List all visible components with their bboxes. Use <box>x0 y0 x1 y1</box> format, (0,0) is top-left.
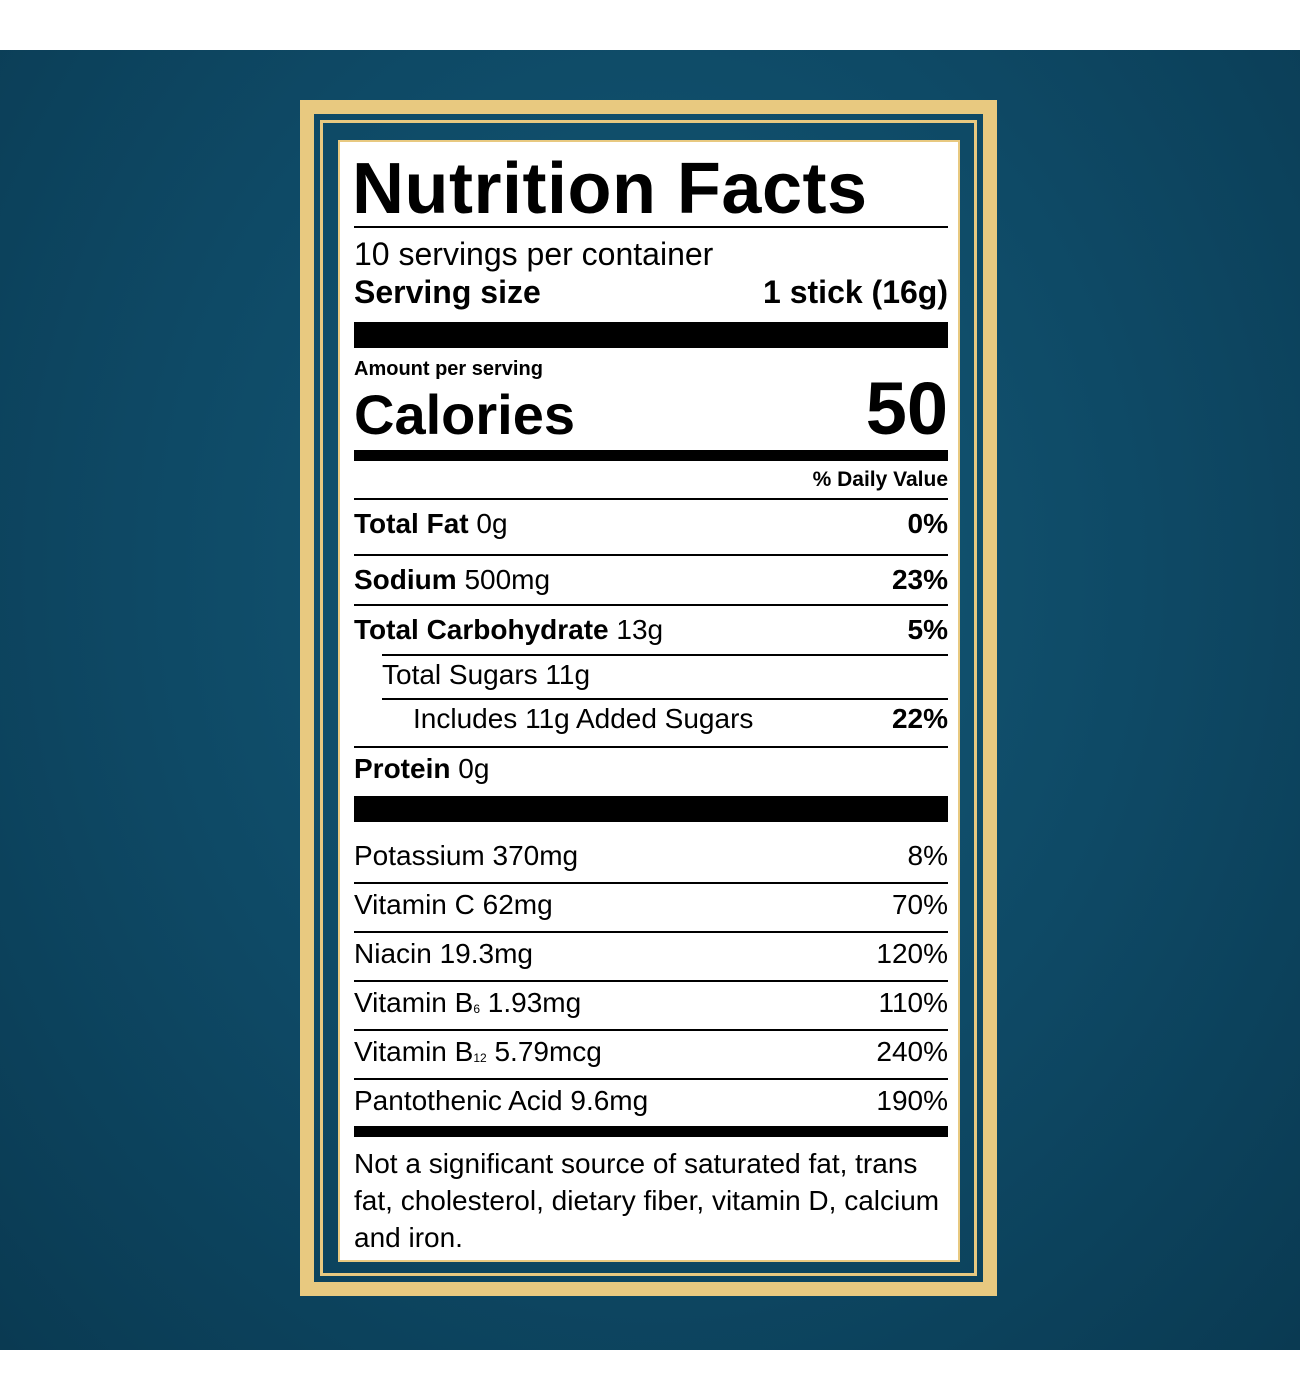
rule <box>354 1078 948 1080</box>
calories-value: 50 <box>865 367 948 450</box>
nutrient-name: Protein <box>354 753 451 784</box>
medium-bar <box>354 450 948 461</box>
vitamin-row: Vitamin C 62mg 70% <box>354 889 948 921</box>
dv-header-row: % Daily Value <box>354 468 948 492</box>
serving-size: Serving size 1 stick (16g) <box>354 274 948 311</box>
vitamin-subscript: 6 <box>473 1002 481 1016</box>
vitamin-dv: 8% <box>907 840 948 871</box>
nutrient-dv: 22% <box>891 703 948 734</box>
vitamin-name: Niacin <box>354 938 432 969</box>
rule <box>354 931 948 933</box>
nutrient-amount: 11g <box>545 659 591 690</box>
rule <box>382 654 948 656</box>
vitamin-dv: 110% <box>878 987 948 1018</box>
nutrient-amount: 13g <box>616 614 664 645</box>
vitamin-label: Potassium 370mg <box>354 840 578 872</box>
vitamin-name: Potassium <box>354 840 485 871</box>
thick-bar <box>354 322 948 348</box>
rule <box>354 554 948 556</box>
rule <box>354 604 948 606</box>
vitamin-name: Vitamin B <box>354 987 474 1018</box>
vitamin-row: Vitamin B6 1.93mg 110% <box>354 987 948 1019</box>
gold-inner-frame <box>320 120 977 1276</box>
vitamin-label: Pantothenic Acid 9.6mg <box>354 1085 648 1117</box>
vitamin-name: Pantothenic Acid <box>354 1085 563 1116</box>
nutrient-row: Sodium 500mg 23% <box>354 564 948 596</box>
serving-size-label: Serving size <box>354 274 541 310</box>
nutrient-name: Total Fat <box>354 508 469 539</box>
title: Nutrition Facts <box>352 149 868 229</box>
nutrient-dv: 0% <box>907 508 948 539</box>
medium-bar <box>354 1126 948 1137</box>
vitamin-name: Vitamin B <box>354 1036 474 1067</box>
nutrient-row: Includes 11g Added Sugars 22% <box>413 703 948 735</box>
vitamin-label: Vitamin C 62mg <box>354 889 553 921</box>
vitamin-dv: 120% <box>876 938 948 969</box>
footnote: Not a significant source of saturated fa… <box>354 1148 940 1253</box>
vitamin-row: Pantothenic Acid 9.6mg 190% <box>354 1085 948 1117</box>
nutrient-amount: 500mg <box>464 564 551 595</box>
rule <box>354 498 948 500</box>
servings: 10 servings per container <box>354 236 714 272</box>
vitamin-dv: 70% <box>891 889 948 920</box>
vitamin-label: Vitamin B6 1.93mg <box>354 987 581 1019</box>
dv-header: % Daily Value <box>812 468 948 491</box>
vitamin-label: Niacin 19.3mg <box>354 938 533 970</box>
rule <box>354 980 948 982</box>
rule <box>354 746 948 748</box>
vitamin-row: Potassium 370mg 8% <box>354 840 948 872</box>
vitamin-amount: 1.93mg <box>487 987 582 1018</box>
vitamin-dv: 240% <box>876 1036 948 1067</box>
rule <box>354 226 948 228</box>
thick-bar <box>354 796 948 822</box>
vitamin-row: Vitamin B12 5.79mcg 240% <box>354 1036 948 1068</box>
vitamin-amount: 62mg <box>482 889 553 920</box>
vitamin-name: Vitamin C <box>354 889 475 920</box>
rule <box>354 1029 948 1031</box>
nutrient-row: Protein 0g <box>354 753 948 785</box>
rule <box>354 882 948 884</box>
nutrient-dv: 23% <box>891 564 948 595</box>
vitamin-row: Niacin 19.3mg 120% <box>354 938 948 970</box>
nutrient-row: Total Fat 0g 0% <box>354 508 948 540</box>
vitamin-amount: 370mg <box>492 840 579 871</box>
nutrient-amount: 0g <box>458 753 490 784</box>
serving-size-value: 1 stick (16g) <box>763 274 948 310</box>
vitamin-label: Vitamin B12 5.79mcg <box>354 1036 602 1068</box>
nutrient-dv: 5% <box>907 614 948 645</box>
vitamin-amount: 5.79mcg <box>494 1036 602 1067</box>
nutrient-row: Total Sugars 11g <box>382 659 948 691</box>
vitamin-subscript: 12 <box>473 1051 487 1065</box>
amount-caption: Amount per serving <box>354 358 543 380</box>
rule <box>382 698 948 700</box>
gold-frame <box>300 100 997 1296</box>
nutrient-amount: 0g <box>476 508 508 539</box>
calories-label: Calories <box>354 383 575 446</box>
nutrient-name: Sodium <box>354 564 457 595</box>
vitamin-amount: 19.3mg <box>439 938 533 969</box>
nutrient-name: Total Sugars <box>382 659 538 690</box>
nutrient-name: Total Carbohydrate <box>354 614 609 645</box>
nutrient-row: Total Carbohydrate 13g 5% <box>354 614 948 646</box>
vitamin-amount: 9.6mg <box>570 1085 649 1116</box>
calories-row: Calories 50 <box>354 366 948 451</box>
vitamin-dv: 190% <box>876 1085 948 1116</box>
nutrient-name: Includes 11g Added Sugars <box>413 703 754 734</box>
